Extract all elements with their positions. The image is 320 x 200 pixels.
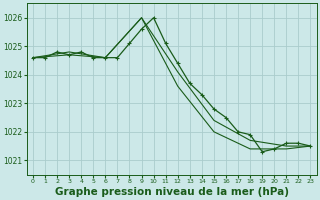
X-axis label: Graphe pression niveau de la mer (hPa): Graphe pression niveau de la mer (hPa)	[55, 187, 289, 197]
